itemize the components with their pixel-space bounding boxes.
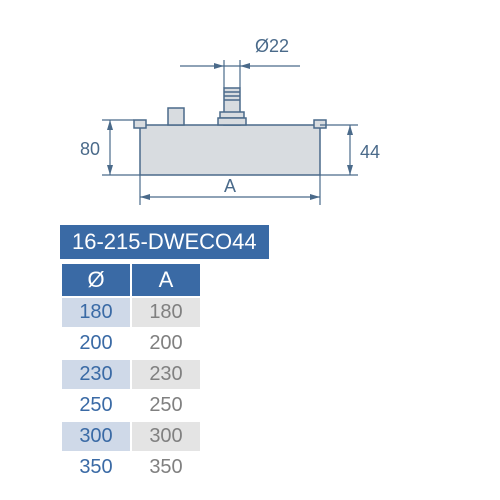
cell-a: 250 (131, 390, 201, 421)
table-row: 250250 (61, 390, 201, 421)
collar-left (168, 108, 184, 125)
table-row: 300300 (61, 421, 201, 452)
spec-table: Ø A 180180200200230230250250300300350350 (60, 262, 202, 484)
cell-diameter: 250 (61, 390, 131, 421)
cell-diameter: 230 (61, 359, 131, 390)
table-row: 200200 (61, 328, 201, 359)
header-a: A (131, 263, 201, 297)
cell-a: 230 (131, 359, 201, 390)
dim-bottom-label: A (224, 176, 236, 196)
dim-left-label: 80 (80, 139, 100, 159)
lip-right (314, 120, 326, 128)
cell-diameter: 180 (61, 297, 131, 328)
spec-table-container: Ø A 180180200200230230250250300300350350 (60, 262, 202, 484)
table-row: 230230 (61, 359, 201, 390)
cell-a: 200 (131, 328, 201, 359)
drawing-svg: Ø22 80 44 A (80, 30, 400, 210)
lip-left (134, 120, 146, 128)
cell-a: 180 (131, 297, 201, 328)
header-diameter: Ø (61, 263, 131, 297)
spigot-nut (220, 112, 244, 118)
dim-right-label: 44 (360, 142, 380, 162)
spec-table-body: 180180200200230230250250300300350350 (61, 297, 201, 483)
part-number: 16-215-DWECO44 (60, 225, 269, 259)
cell-a: 350 (131, 452, 201, 483)
body-rect (140, 125, 320, 175)
cell-diameter: 350 (61, 452, 131, 483)
technical-drawing: Ø22 80 44 A (80, 30, 400, 210)
dim-top-label: Ø22 (255, 36, 289, 56)
cell-diameter: 300 (61, 421, 131, 452)
cell-a: 300 (131, 421, 201, 452)
cell-diameter: 200 (61, 328, 131, 359)
table-row: 180180 (61, 297, 201, 328)
table-row: 350350 (61, 452, 201, 483)
spigot-flange (218, 118, 246, 125)
